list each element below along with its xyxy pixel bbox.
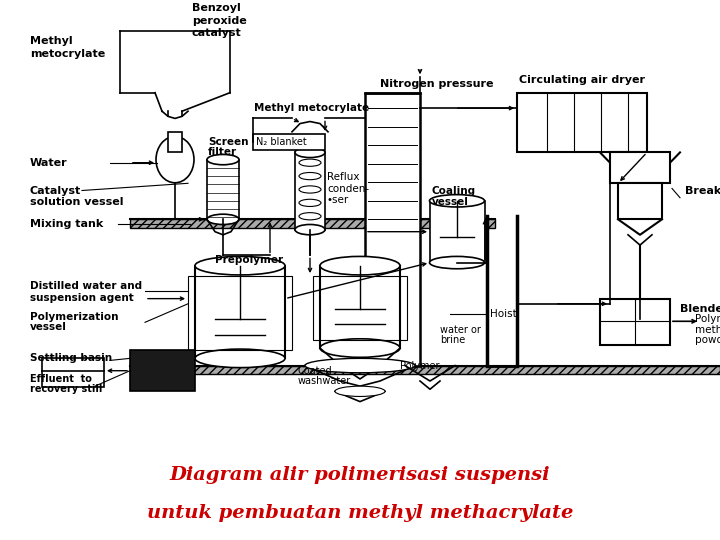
- Text: solution vessel: solution vessel: [30, 197, 124, 207]
- Text: Polymerization: Polymerization: [30, 312, 119, 322]
- Text: Methyl: Methyl: [30, 36, 73, 46]
- Text: metocrylate: metocrylate: [30, 49, 105, 58]
- Text: recovery still: recovery still: [30, 384, 102, 394]
- Text: Hoist: Hoist: [490, 309, 517, 319]
- Bar: [610, 152, 670, 183]
- Text: Polymethyl -: Polymethyl -: [695, 314, 720, 324]
- Text: Coated: Coated: [298, 366, 333, 376]
- Bar: [313, 276, 407, 340]
- Text: Circulating air dryer: Circulating air dryer: [519, 75, 645, 85]
- Ellipse shape: [305, 359, 415, 373]
- Ellipse shape: [320, 256, 400, 275]
- Text: Diagram alir polimerisasi suspensi: Diagram alir polimerisasi suspensi: [170, 466, 550, 484]
- Ellipse shape: [430, 256, 485, 269]
- Bar: [517, 93, 647, 152]
- Bar: [600, 299, 670, 345]
- Text: •ser: •ser: [327, 195, 349, 205]
- Bar: [130, 366, 720, 374]
- Bar: [295, 152, 325, 230]
- Text: vessel: vessel: [30, 322, 67, 333]
- Bar: [430, 201, 485, 262]
- Ellipse shape: [320, 339, 400, 357]
- Ellipse shape: [295, 147, 325, 158]
- Bar: [130, 219, 495, 227]
- Text: Mixing tank: Mixing tank: [30, 219, 103, 230]
- Ellipse shape: [299, 213, 321, 220]
- Text: Polymer: Polymer: [400, 361, 439, 370]
- Bar: [207, 160, 239, 219]
- Ellipse shape: [299, 186, 321, 193]
- Text: Settling basin: Settling basin: [30, 353, 112, 363]
- Ellipse shape: [299, 199, 321, 206]
- Ellipse shape: [195, 256, 285, 275]
- Bar: [195, 266, 285, 359]
- Text: Prepolymer: Prepolymer: [215, 254, 283, 265]
- Bar: [618, 183, 662, 219]
- Ellipse shape: [299, 159, 321, 166]
- Bar: [130, 219, 495, 227]
- Bar: [365, 93, 420, 366]
- Text: Benzoyl: Benzoyl: [192, 3, 240, 14]
- Text: catalyst: catalyst: [192, 28, 242, 38]
- Text: conden-: conden-: [327, 185, 369, 194]
- Text: methocrylate: methocrylate: [695, 325, 720, 334]
- Text: washwater: washwater: [298, 376, 351, 386]
- Text: Coaling: Coaling: [432, 186, 476, 195]
- Ellipse shape: [207, 214, 239, 225]
- Text: Distilled water and: Distilled water and: [30, 281, 142, 291]
- Text: Methyl metocrylate: Methyl metocrylate: [254, 103, 369, 113]
- Bar: [42, 359, 104, 387]
- Text: untuk pembuatan methyl methacrylate: untuk pembuatan methyl methacrylate: [147, 504, 573, 522]
- Text: Blender: Blender: [680, 304, 720, 314]
- Text: Breaker: Breaker: [685, 186, 720, 195]
- Ellipse shape: [207, 154, 239, 165]
- Bar: [253, 134, 325, 150]
- Text: Effluent  to: Effluent to: [30, 374, 92, 384]
- Text: powder: powder: [695, 335, 720, 345]
- Bar: [168, 132, 182, 152]
- Bar: [130, 366, 720, 374]
- Text: vessel: vessel: [432, 197, 469, 207]
- Ellipse shape: [335, 386, 385, 396]
- Ellipse shape: [430, 194, 485, 207]
- Text: suspension agent: suspension agent: [30, 293, 134, 302]
- Text: Water: Water: [30, 158, 68, 168]
- Text: peroxide: peroxide: [192, 16, 247, 25]
- Ellipse shape: [156, 137, 194, 183]
- Text: water or: water or: [440, 325, 481, 334]
- Ellipse shape: [195, 349, 285, 368]
- Bar: [130, 350, 195, 392]
- Bar: [130, 366, 720, 374]
- Text: brine: brine: [440, 335, 465, 345]
- Bar: [188, 276, 292, 350]
- Text: Reflux: Reflux: [327, 172, 359, 182]
- Text: N₂ blanket: N₂ blanket: [256, 137, 307, 147]
- Text: Nitrogen pressure: Nitrogen pressure: [380, 79, 493, 90]
- Text: Catalyst: Catalyst: [30, 186, 81, 195]
- Text: filter: filter: [208, 147, 237, 157]
- Bar: [130, 219, 495, 227]
- Ellipse shape: [299, 172, 321, 180]
- Ellipse shape: [295, 225, 325, 235]
- Bar: [320, 266, 400, 348]
- Text: Screen: Screen: [208, 137, 248, 147]
